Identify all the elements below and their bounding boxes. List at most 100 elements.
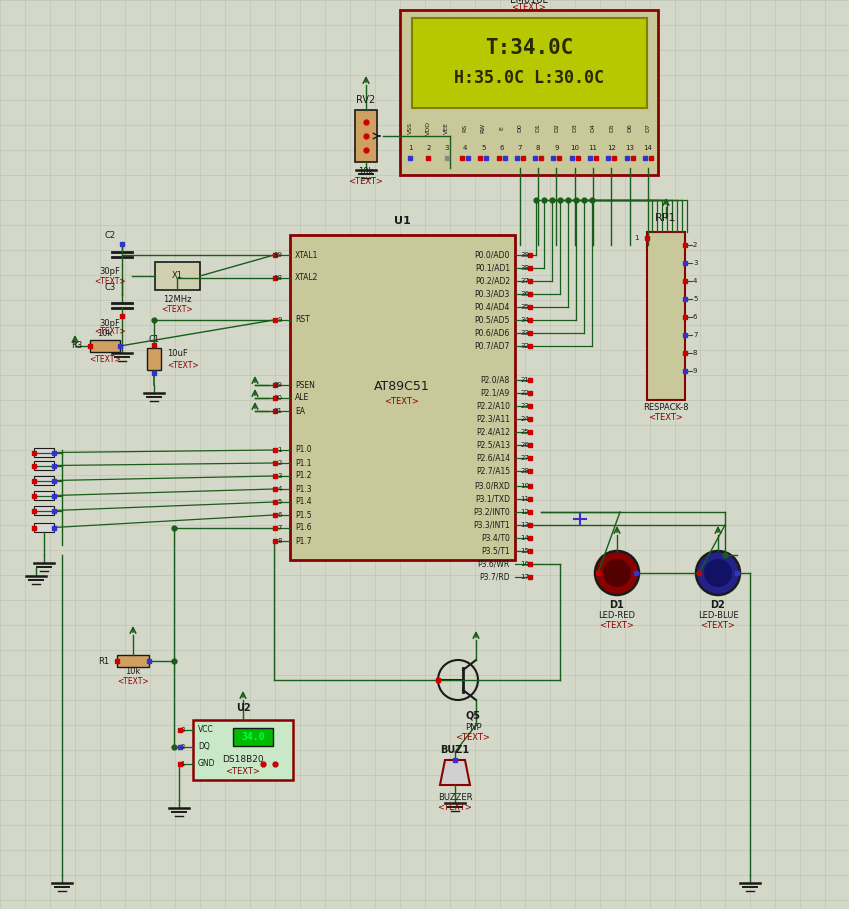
Bar	[355, 110, 377, 162]
Text: <TEXT>: <TEXT>	[226, 767, 261, 776]
Text: P1.4: P1.4	[295, 497, 312, 506]
Text: U2: U2	[236, 703, 250, 713]
Text: 5: 5	[481, 145, 486, 151]
Bar	[193, 720, 293, 780]
Text: <TEXT>: <TEXT>	[512, 4, 547, 13]
Text: P2.1/A9: P2.1/A9	[481, 388, 510, 397]
Bar	[34, 491, 54, 500]
Circle shape	[704, 559, 732, 587]
Text: P1.0: P1.0	[295, 445, 312, 454]
Text: 12: 12	[520, 509, 529, 515]
Text: VCC: VCC	[198, 725, 214, 734]
Text: <TEXT>: <TEXT>	[599, 622, 634, 631]
Text: P2.5/A13: P2.5/A13	[476, 441, 510, 449]
Text: 30: 30	[273, 395, 282, 401]
Text: 14: 14	[644, 145, 652, 151]
Text: 26: 26	[520, 442, 529, 448]
Text: ALE: ALE	[295, 394, 309, 403]
Text: <TEXT>: <TEXT>	[94, 327, 126, 336]
Text: <TEXT>: <TEXT>	[167, 362, 199, 371]
Text: P3.1/TXD: P3.1/TXD	[475, 494, 510, 504]
Text: 14: 14	[520, 535, 529, 541]
Bar	[290, 235, 515, 560]
Bar	[155, 262, 200, 290]
Text: C2: C2	[104, 232, 115, 241]
Bar	[412, 18, 647, 108]
Text: 13: 13	[520, 522, 529, 528]
Text: P3.0/RXD: P3.0/RXD	[474, 482, 510, 491]
Text: X1: X1	[171, 272, 183, 281]
Text: 2: 2	[693, 242, 697, 248]
Text: 34: 34	[520, 317, 529, 323]
Text: 29: 29	[273, 382, 282, 388]
Text: P0.0/AD0: P0.0/AD0	[475, 251, 510, 259]
Text: 37: 37	[520, 278, 529, 284]
Text: 9: 9	[554, 145, 559, 151]
Text: U1: U1	[394, 216, 410, 226]
Text: 1: 1	[181, 761, 185, 767]
Text: E: E	[499, 126, 504, 130]
Text: 7: 7	[693, 332, 698, 338]
Text: 18: 18	[273, 275, 282, 281]
Text: D7: D7	[645, 124, 650, 133]
Text: <TEXT>: <TEXT>	[89, 355, 121, 365]
Text: C1: C1	[149, 335, 160, 345]
Text: DQ: DQ	[198, 743, 210, 752]
Text: 2: 2	[426, 145, 430, 151]
Text: 10: 10	[520, 483, 529, 489]
Text: 2: 2	[181, 744, 185, 750]
Text: 10k: 10k	[358, 167, 374, 176]
Text: RP1: RP1	[655, 213, 677, 223]
Text: <TEXT>: <TEXT>	[649, 414, 683, 423]
Bar	[34, 461, 54, 470]
Text: <TEXT>: <TEXT>	[700, 622, 735, 631]
Text: GND: GND	[198, 760, 216, 768]
Text: EA: EA	[295, 406, 305, 415]
Text: BUZ1: BUZ1	[441, 745, 469, 755]
Text: 12: 12	[607, 145, 616, 151]
Text: P2.7/A15: P2.7/A15	[476, 466, 510, 475]
Text: D2: D2	[711, 600, 725, 610]
Bar	[233, 728, 273, 746]
Text: P2.2/A10: P2.2/A10	[476, 402, 510, 411]
Text: 15: 15	[520, 548, 529, 554]
Text: 10uF: 10uF	[167, 348, 188, 357]
Bar	[147, 348, 161, 370]
Text: RESPACK-8: RESPACK-8	[644, 404, 689, 413]
Text: PNP: PNP	[464, 723, 481, 732]
Text: D5: D5	[609, 124, 614, 133]
Text: D0: D0	[517, 124, 522, 133]
Text: P3.3/INT1: P3.3/INT1	[473, 521, 510, 530]
Text: P3.2/INT0: P3.2/INT0	[473, 507, 510, 516]
Bar	[34, 506, 54, 515]
Text: 8: 8	[536, 145, 541, 151]
Text: <TEXT>: <TEXT>	[385, 397, 419, 406]
Text: <TEXT>: <TEXT>	[456, 733, 491, 742]
Text: 4: 4	[693, 278, 697, 284]
Text: 3: 3	[181, 727, 185, 733]
Text: P0.6/AD6: P0.6/AD6	[475, 328, 510, 337]
Text: 10k: 10k	[98, 329, 113, 338]
Text: <TEXT>: <TEXT>	[349, 177, 384, 186]
Text: P0.2/AD2: P0.2/AD2	[475, 276, 510, 285]
Text: 8: 8	[693, 350, 698, 356]
Text: P0.1/AD1: P0.1/AD1	[475, 264, 510, 273]
Text: 33: 33	[520, 330, 529, 336]
Text: 7: 7	[278, 525, 282, 531]
Text: C3: C3	[104, 283, 115, 292]
Bar	[117, 655, 149, 667]
Text: P1.7: P1.7	[295, 536, 312, 545]
Circle shape	[595, 551, 639, 595]
Text: 5: 5	[278, 499, 282, 505]
Text: 1: 1	[634, 235, 639, 241]
Text: 27: 27	[520, 455, 529, 461]
Text: P2.6/A14: P2.6/A14	[476, 454, 510, 463]
Text: 2: 2	[278, 460, 282, 466]
Bar	[647, 232, 685, 400]
Text: XTAL1: XTAL1	[295, 251, 318, 259]
Text: P2.3/A11: P2.3/A11	[476, 415, 510, 424]
Text: 7: 7	[518, 145, 522, 151]
Text: P1.2: P1.2	[295, 472, 312, 481]
Text: 8: 8	[278, 538, 282, 544]
Text: P0.4/AD4: P0.4/AD4	[475, 303, 510, 312]
